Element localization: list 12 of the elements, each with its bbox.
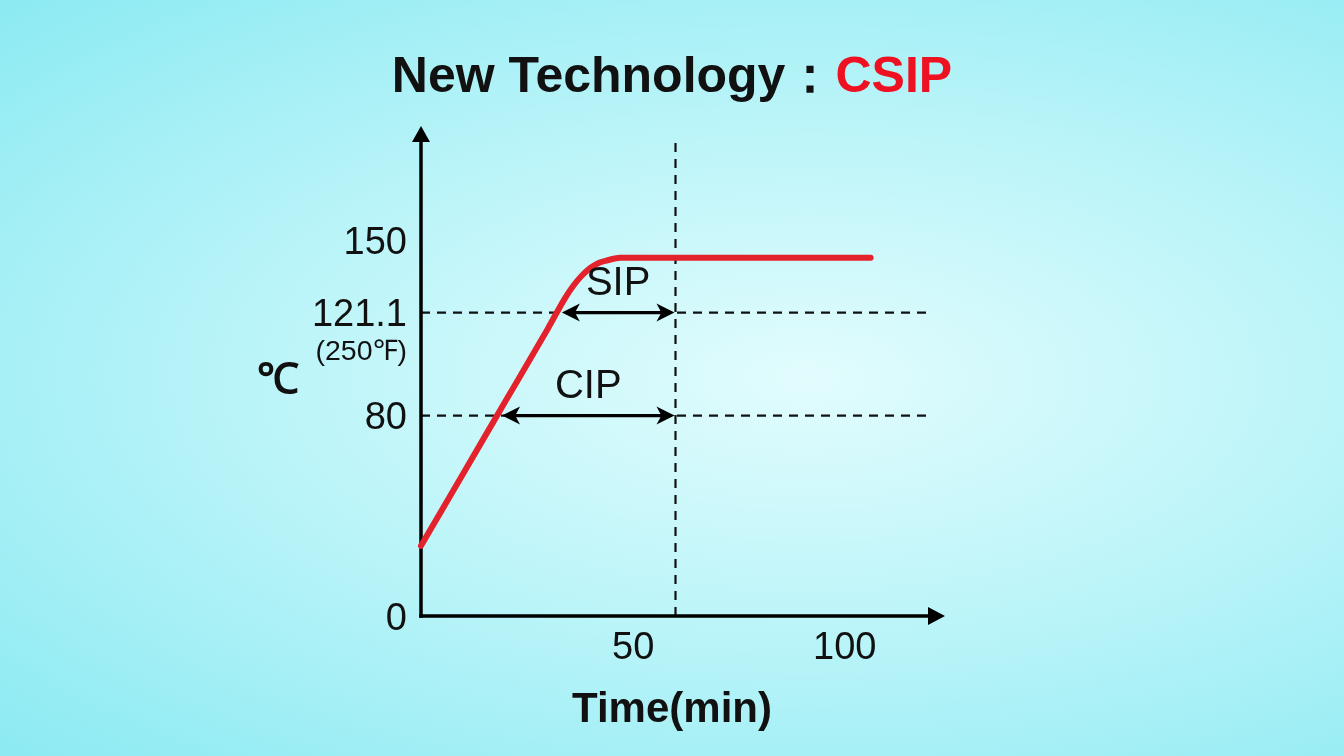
y-tick-label: 0 — [385, 595, 407, 638]
chart-subtitle: CSIP — [835, 47, 953, 103]
y-tick-label: 121.1 (250℉) — [307, 292, 407, 367]
y-axis-title: ℃ — [257, 355, 299, 402]
y-tick-label: 80 — [364, 395, 407, 438]
x-tick-label: 100 — [813, 624, 877, 667]
chart-title: New Technology： — [391, 47, 836, 103]
ref-line-label: CIP — [554, 361, 622, 406]
y-tick-label: 150 — [343, 219, 407, 262]
x-tick-label: 50 — [612, 624, 655, 667]
x-axis-title: Time(min) — [572, 684, 772, 731]
ref-line-label: SIP — [585, 258, 651, 303]
